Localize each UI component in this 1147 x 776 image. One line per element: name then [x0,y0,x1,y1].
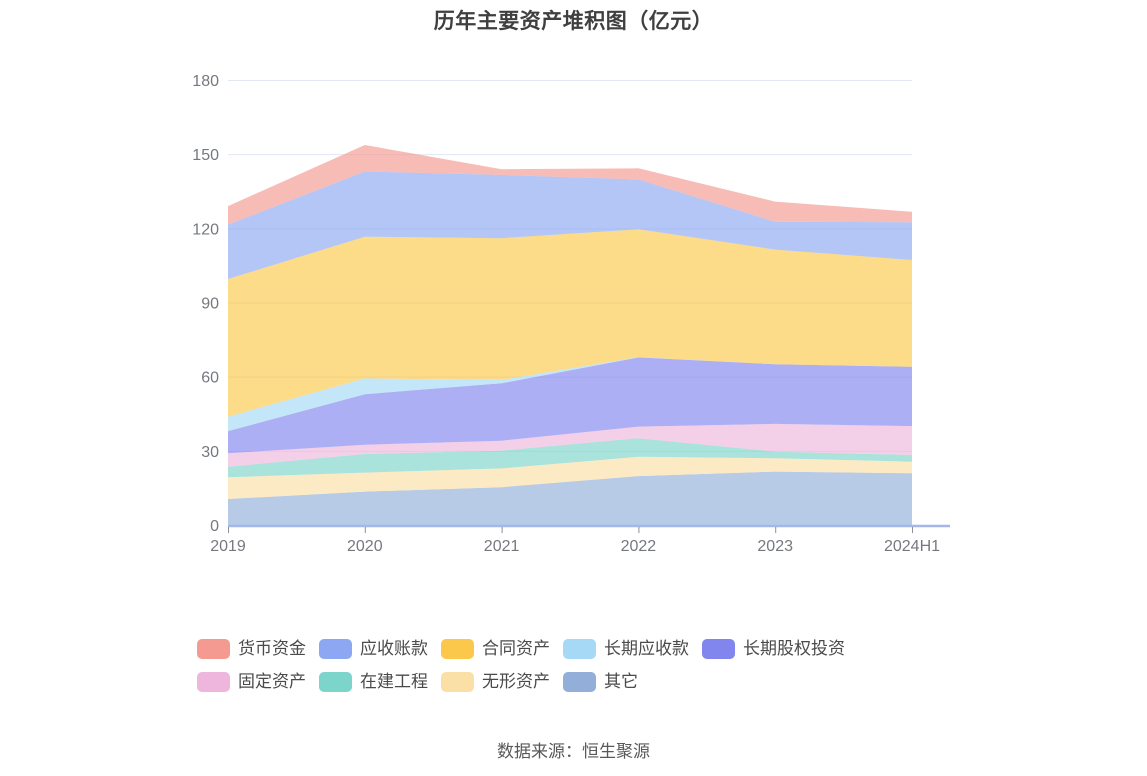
series-area-长期应收款 [228,357,912,432]
legend-swatch-应收账款 [319,639,352,659]
legend-item-货币资金[interactable]: 货币资金 [197,639,306,659]
legend-swatch-在建工程 [319,672,352,692]
legend-label: 在建工程 [360,672,428,691]
x-axis-label-2019: 2019 [210,538,246,555]
legend-item-应收账款[interactable]: 应收账款 [319,639,428,659]
legend-item-无形资产[interactable]: 无形资产 [441,672,550,692]
legend-swatch-长期应收款 [563,639,596,659]
legend-swatch-合同资产 [441,639,474,659]
x-axis-label-2022: 2022 [621,538,657,555]
y-axis-label-90: 90 [201,296,219,313]
chart-legend: 货币资金 应收账款 合同资产 长期应收款 长期股权投资固定资产 在建工程 无形资产 其它 [197,639,965,692]
chart-title: 历年主要资产堆积图（亿元） [433,10,714,33]
series-area-长期股权投资 [228,357,912,454]
x-axis-label-2020: 2020 [347,538,383,555]
data-source: 数据来源：恒生聚源 [497,742,650,761]
legend-swatch-长期股权投资 [702,639,735,659]
y-axis-label-180: 180 [192,73,219,90]
legend-item-合同资产[interactable]: 合同资产 [441,639,550,659]
y-axis-label-0: 0 [210,518,219,535]
legend-label: 合同资产 [482,639,550,658]
legend-label: 固定资产 [238,672,306,691]
legend-swatch-固定资产 [197,672,230,692]
series-area-固定资产 [228,423,912,467]
legend-item-长期应收款[interactable]: 长期应收款 [563,639,689,659]
legend-label: 长期应收款 [604,639,689,658]
legend-label: 长期股权投资 [743,639,845,658]
y-axis-label-150: 150 [192,147,219,164]
x-axis-label-2023: 2023 [757,538,793,555]
legend-swatch-货币资金 [197,639,230,659]
legend-item-在建工程[interactable]: 在建工程 [319,672,428,692]
series-area-货币资金 [228,145,912,225]
x-axis-label-2021: 2021 [484,538,520,555]
y-axis-label-30: 30 [201,444,219,461]
series-area-在建工程 [228,438,912,478]
x-axis-labels: 2019 2020 2021 2022 2023 2024H1 [210,538,940,555]
series-area-其它 [228,471,912,525]
series-areas [228,145,912,525]
legend-item-其它[interactable]: 其它 [563,672,638,692]
series-area-无形资产 [228,456,912,499]
y-axis-label-120: 120 [192,221,219,238]
series-area-合同资产 [228,229,912,417]
legend-label: 应收账款 [360,639,428,658]
legend-item-长期股权投资[interactable]: 长期股权投资 [702,639,845,659]
legend-label: 无形资产 [482,672,550,691]
y-axis-labels: 0 30 60 90 120 150 180 [192,73,219,535]
legend-label: 其它 [604,672,638,691]
series-area-应收账款 [228,171,912,279]
legend-label: 货币资金 [238,639,306,658]
x-axis-label-2024H1: 2024H1 [884,538,940,555]
legend-swatch-无形资产 [441,672,474,692]
legend-item-固定资产[interactable]: 固定资产 [197,672,306,692]
legend-swatch-其它 [563,672,596,692]
x-axis [228,524,950,533]
y-axis-label-60: 60 [201,370,219,387]
